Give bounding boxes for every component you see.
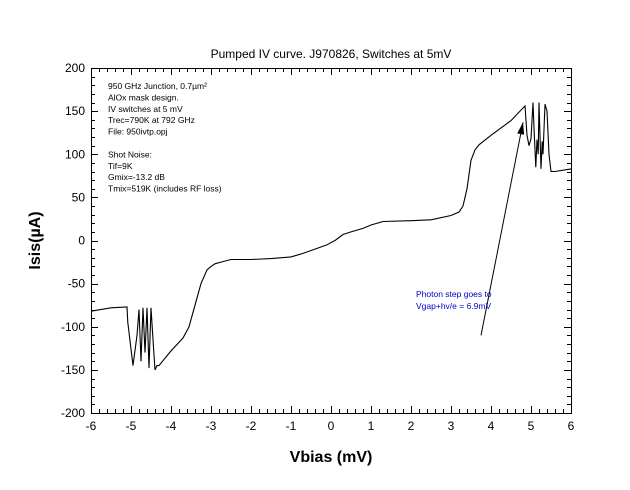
chart-title: Pumped IV curve. J970826, Switches at 5m… — [211, 47, 452, 61]
annotation-arrowhead — [517, 122, 525, 135]
annotation-arrow-line — [480, 122, 524, 336]
x-tick-label: 4 — [488, 419, 495, 433]
x-tick-label: -6 — [86, 419, 97, 433]
x-tick-label: -5 — [126, 419, 137, 433]
x-tick-label: 6 — [568, 419, 575, 433]
photon-step-annotation: Photon step goes to Vgap+hv/e = 6.9mV — [416, 122, 525, 336]
x-axis-title: Vbias (mV) — [290, 449, 373, 466]
x-tick-label: -4 — [166, 419, 177, 433]
x-tick-label: 5 — [528, 419, 535, 433]
note-line: Tif=9K — [108, 161, 133, 171]
y-tick-labels: 200 150 100 50 0 -50 -100 -150 -200 — [61, 61, 85, 420]
y-tick-label: 100 — [65, 147, 85, 161]
y-axis-title: Isis(µA) — [27, 211, 44, 269]
note-line: File: 950ivtp.opj — [108, 127, 168, 137]
y-tick-label: 200 — [65, 61, 85, 75]
y-tick-label: 50 — [72, 190, 86, 204]
note-line: Shot Noise: — [108, 149, 152, 159]
annotation-text-line: Photon step goes to — [416, 289, 492, 299]
x-tick-labels: -6 -5 -4 -3 -2 -1 0 1 2 3 4 5 6 — [86, 419, 575, 433]
axis-ticks — [91, 68, 572, 414]
y-tick-label: -50 — [68, 277, 86, 291]
y-tick-label: -150 — [61, 363, 85, 377]
x-tick-label: 2 — [408, 419, 415, 433]
note-line: AlOx mask design. — [108, 92, 179, 102]
y-tick-label: 0 — [78, 234, 85, 248]
note-line: Gmix=-13.2 dB — [108, 172, 165, 182]
note-line: IV switches at 5 mV — [108, 104, 183, 114]
x-tick-label: -2 — [246, 419, 257, 433]
annotation-text-line: Vgap+hv/e = 6.9mV — [416, 301, 491, 311]
y-tick-label: 150 — [65, 104, 85, 118]
note-line: 950 GHz Junction, 0.7µm² — [108, 81, 207, 91]
x-tick-label: -3 — [206, 419, 217, 433]
y-tick-label: -200 — [61, 406, 85, 420]
x-tick-label: 0 — [328, 419, 335, 433]
x-tick-label: 3 — [448, 419, 455, 433]
note-line: Tmix=519K (includes RF loss) — [108, 184, 222, 194]
x-tick-label: 1 — [368, 419, 375, 433]
note-line: Trec=790K at 792 GHz — [108, 115, 195, 125]
y-tick-label: -100 — [61, 320, 85, 334]
x-tick-label: -1 — [286, 419, 297, 433]
series-line-pumped-iv — [90, 102, 572, 371]
